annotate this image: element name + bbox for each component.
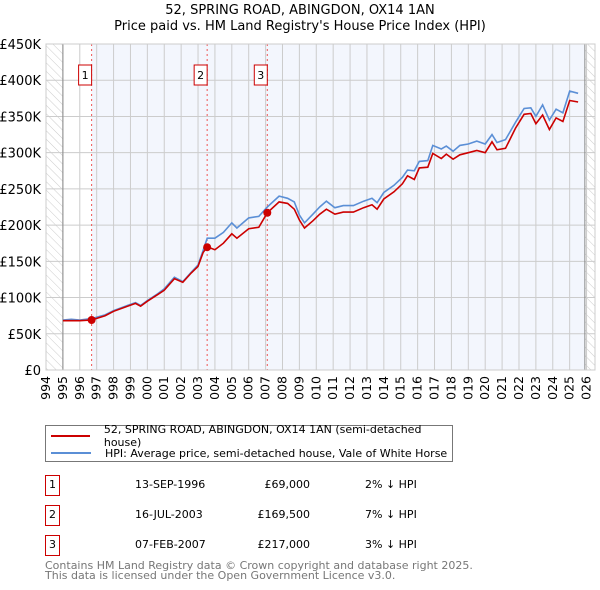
legend-label: HPI: Average price, semi-detached house,… <box>105 446 448 460</box>
y-tick-label: £0 <box>24 364 41 379</box>
sale-number: 1 <box>45 475 60 496</box>
sale-marker-label: 3 <box>257 69 264 82</box>
chart-subtitle: Price paid vs. HM Land Registry's House … <box>114 19 486 34</box>
x-tick-label: 2011 <box>325 376 340 400</box>
x-tick-label: 2025 <box>562 376 577 400</box>
y-tick-label: £400K <box>0 74 41 89</box>
legend-label: 52, SPRING ROAD, ABINGDON, OX14 1AN (sem… <box>103 423 422 449</box>
x-tick-label: 1996 <box>72 376 87 400</box>
y-tick-label: £200K <box>0 219 41 234</box>
plot-border <box>45 43 596 371</box>
x-tick-label: 2020 <box>477 376 492 400</box>
sale-date: 07-FEB-2007 <box>135 538 206 551</box>
x-tick-label: 2016 <box>410 376 425 400</box>
x-tick-label: 2005 <box>224 376 239 400</box>
price-chart: £0 £50K £100K £150K £200K £250K £300K £350K £400… <box>0 38 596 400</box>
y-tick-label: £250K <box>0 183 41 198</box>
sale-marker-box <box>78 64 93 86</box>
sale-marker-label: 2 <box>197 69 204 82</box>
hatched-region-end <box>584 44 595 370</box>
x-tick-label: 1998 <box>106 376 121 400</box>
y-tick-label: £150K <box>0 255 41 270</box>
x-tick-label: 2002 <box>173 376 188 400</box>
footer-copyright: Contains HM Land Registry data © Crown c… <box>45 559 473 572</box>
property-price-line <box>62 99 579 322</box>
x-tick-label: 2000 <box>139 376 154 400</box>
sale-marker-box <box>193 64 208 86</box>
footer-licence: This data is licensed under the Open Gov… <box>45 569 396 582</box>
sale-row: 2 16-JUL-2003 £169,500 7% ↓ HPI <box>45 505 445 526</box>
x-tick-label: 1999 <box>122 376 137 400</box>
sale-price: £169,500 <box>257 508 311 521</box>
y-tick-label: £350K <box>0 110 41 125</box>
x-tick-label: 2015 <box>393 376 408 400</box>
x-tick-label: 2008 <box>274 376 289 400</box>
x-tick-label: 2009 <box>291 376 306 400</box>
sale-date: 13-SEP-1996 <box>135 478 206 491</box>
sale-point <box>203 243 212 252</box>
x-tick-label: 2012 <box>342 376 357 400</box>
x-tick-label: 2022 <box>511 376 526 400</box>
x-tick-label: 2019 <box>460 376 475 400</box>
legend: 52, SPRING ROAD, ABINGDON, OX14 1AN (sem… <box>45 423 453 462</box>
x-tick-label: 2007 <box>258 376 273 400</box>
sale-point <box>263 208 272 217</box>
sale-hpi-diff: 3% ↓ HPI <box>365 538 417 551</box>
x-tick-label: 2024 <box>545 376 560 400</box>
x-tick-label: 2021 <box>494 376 509 400</box>
sale-marker-box <box>253 64 268 86</box>
y-tick-label: £50K <box>8 328 42 343</box>
x-tick-label: 1997 <box>89 376 104 400</box>
x-tick-label: 2017 <box>427 376 442 400</box>
x-tick-label: 2006 <box>241 376 256 400</box>
sale-hpi-diff: 2% ↓ HPI <box>365 478 417 491</box>
sale-point <box>87 316 96 325</box>
x-tick-label: 1995 <box>55 376 70 400</box>
legend-item-property: 52, SPRING ROAD, ABINGDON, OX14 1AN (sem… <box>46 423 452 449</box>
x-tick-label: 1994 <box>38 376 53 400</box>
x-tick-label: 2026 <box>579 376 594 400</box>
hpi-line <box>62 90 579 321</box>
x-tick-label: 2003 <box>190 376 205 400</box>
legend-swatch-blue <box>51 452 91 454</box>
sale-date: 16-JUL-2003 <box>135 508 203 521</box>
sale-price: £217,000 <box>257 538 311 551</box>
x-tick-label: 2018 <box>443 376 458 400</box>
sale-row: 1 13-SEP-1996 £69,000 2% ↓ HPI <box>45 475 445 496</box>
sale-number: 2 <box>45 505 60 526</box>
y-tick-label: £450K <box>0 38 41 53</box>
hatched-region-start <box>46 44 63 370</box>
sale-price: £69,000 <box>264 478 311 491</box>
sale-number: 3 <box>45 535 60 556</box>
x-tick-label: 2014 <box>376 376 391 400</box>
y-tick-label: £300K <box>0 147 41 162</box>
legend-item-hpi: HPI: Average price, semi-detached house,… <box>46 445 447 461</box>
chart-title: 52, SPRING ROAD, ABINGDON, OX14 1AN <box>165 3 435 18</box>
legend-swatch-red <box>51 435 90 437</box>
sale-row: 3 07-FEB-2007 £217,000 3% ↓ HPI <box>45 535 445 556</box>
x-tick-label: 2001 <box>156 376 171 400</box>
sale-hpi-diff: 7% ↓ HPI <box>365 508 417 521</box>
x-tick-label: 2010 <box>308 376 323 400</box>
sale-marker-label: 1 <box>82 69 89 82</box>
x-tick-label: 2023 <box>528 376 543 400</box>
x-tick-label: 2004 <box>207 376 222 400</box>
x-tick-label: 2013 <box>359 376 374 400</box>
y-tick-label: £100K <box>0 292 41 307</box>
